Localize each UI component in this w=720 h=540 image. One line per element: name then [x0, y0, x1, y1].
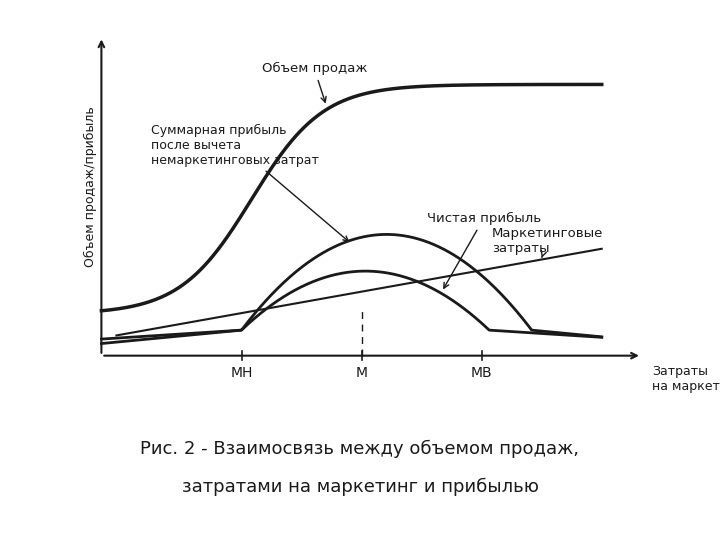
Text: затратами на маркетинг и прибылью: затратами на маркетинг и прибылью: [181, 478, 539, 496]
Text: МВ: МВ: [471, 366, 492, 380]
Text: МН: МН: [230, 366, 253, 380]
Text: Чистая прибыль: Чистая прибыль: [427, 212, 541, 288]
Text: Маркетинговые
затраты: Маркетинговые затраты: [492, 227, 603, 258]
Text: Затраты
на маркетинг: Затраты на маркетинг: [652, 364, 720, 393]
Text: Объем продаж/прибыль: Объем продаж/прибыль: [84, 106, 97, 267]
Text: Рис. 2 - Взаимосвязь между объемом продаж,: Рис. 2 - Взаимосвязь между объемом прода…: [140, 440, 580, 458]
Text: М: М: [356, 366, 368, 380]
Text: Объем продаж: Объем продаж: [261, 62, 367, 102]
Text: Суммарная прибыль
после вычета
немаркетинговых затрат: Суммарная прибыль после вычета немаркети…: [151, 124, 348, 241]
